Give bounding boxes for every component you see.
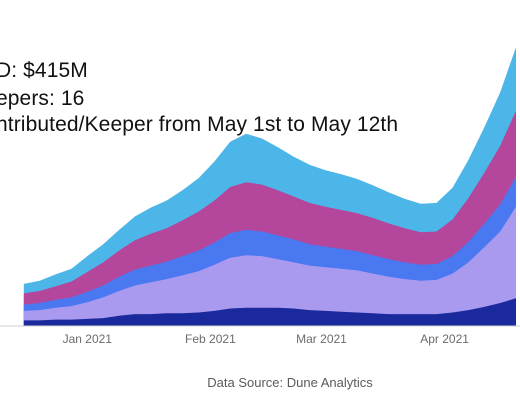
area-series-2 — [23, 206, 517, 326]
data-source-note: Data Source: Dune Analytics — [207, 375, 373, 390]
area-series-1 — [23, 298, 517, 326]
x-tick-label: Apr 2021 — [420, 332, 469, 346]
chart-title-line-1: D: $415M — [0, 59, 88, 82]
chart-title-line-2: epers: 16 — [0, 87, 85, 110]
chart-title-line-3: ntributed/Keeper from May 1st to May 12t… — [0, 113, 399, 136]
x-tick-label: Jan 2021 — [63, 332, 113, 346]
x-tick-label: Mar 2021 — [296, 332, 347, 346]
x-tick-label: Feb 2021 — [185, 332, 236, 346]
